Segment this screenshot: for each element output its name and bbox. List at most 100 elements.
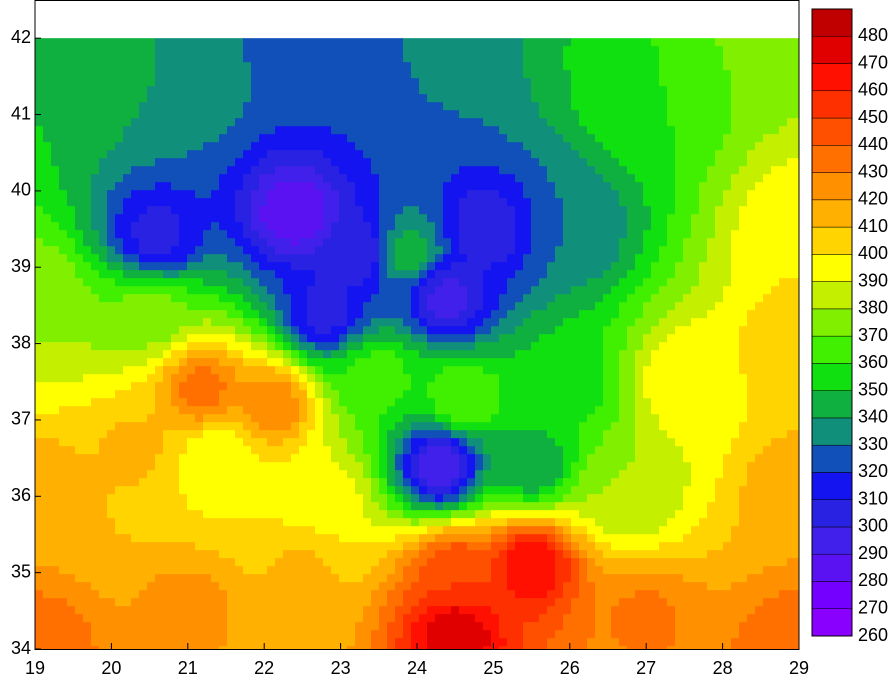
- field-cell: [59, 390, 68, 399]
- field-cell: [147, 238, 156, 247]
- field-cell: [83, 270, 92, 279]
- field-cell: [323, 366, 332, 375]
- field-cell: [307, 230, 316, 239]
- field-cell: [555, 78, 564, 87]
- field-cell: [507, 78, 516, 87]
- field-cell: [171, 422, 180, 431]
- field-cell: [195, 398, 204, 407]
- field-cell: [315, 414, 324, 423]
- field-cell: [291, 302, 300, 311]
- field-cell: [91, 206, 100, 215]
- field-cell: [267, 222, 276, 231]
- field-cell: [459, 286, 468, 295]
- field-cell: [75, 46, 84, 55]
- field-cell: [227, 86, 236, 95]
- field-cell: [35, 126, 44, 135]
- field-cell: [491, 222, 500, 231]
- field-cell: [603, 126, 612, 135]
- field-cell: [491, 390, 500, 399]
- field-cell: [755, 254, 764, 263]
- field-cell: [275, 302, 284, 311]
- field-cell: [555, 206, 564, 215]
- field-cell: [235, 270, 244, 279]
- field-cell: [283, 46, 292, 55]
- field-cell: [115, 222, 124, 231]
- field-cell: [67, 342, 76, 351]
- field-cell: [459, 430, 468, 439]
- field-cell: [539, 294, 548, 303]
- field-cell: [539, 430, 548, 439]
- field-cell: [379, 302, 388, 311]
- field-cell: [147, 46, 156, 55]
- field-cell: [243, 286, 252, 295]
- field-cell: [75, 326, 84, 335]
- field-cell: [147, 326, 156, 335]
- field-cell: [267, 142, 276, 151]
- field-cell: [475, 174, 484, 183]
- field-cell: [475, 86, 484, 95]
- field-cell: [267, 398, 276, 407]
- field-cell: [787, 126, 796, 135]
- field-cell: [467, 142, 476, 151]
- field-cell: [195, 206, 204, 215]
- field-cell: [163, 286, 172, 295]
- field-cell: [91, 358, 100, 367]
- field-cell: [251, 158, 260, 167]
- field-cell: [459, 254, 468, 263]
- field-cell: [35, 294, 44, 303]
- field-cell: [627, 142, 636, 151]
- field-cell: [483, 286, 492, 295]
- field-cell: [291, 294, 300, 303]
- field-cell: [611, 174, 620, 183]
- field-cell: [251, 38, 260, 47]
- field-cell: [659, 62, 668, 71]
- field-cell: [67, 366, 76, 375]
- field-cell: [651, 286, 660, 295]
- field-cell: [363, 166, 372, 175]
- field-cell: [291, 350, 300, 359]
- field-cell: [171, 310, 180, 319]
- field-cell: [539, 310, 548, 319]
- field-cell: [59, 150, 68, 159]
- field-cell: [99, 398, 108, 407]
- field-cell: [219, 182, 228, 191]
- field-cell: [243, 62, 252, 71]
- field-cell: [99, 190, 108, 199]
- field-cell: [347, 182, 356, 191]
- field-cell: [667, 326, 676, 335]
- field-cell: [523, 366, 532, 375]
- field-cell: [571, 294, 580, 303]
- field-cell: [179, 294, 188, 303]
- field-cell: [339, 302, 348, 311]
- field-cell: [763, 326, 772, 335]
- field-cell: [723, 422, 732, 431]
- field-cell: [307, 398, 316, 407]
- field-cell: [187, 46, 196, 55]
- field-cell: [219, 326, 228, 335]
- field-cell: [315, 326, 324, 335]
- field-cell: [235, 406, 244, 415]
- field-cell: [491, 406, 500, 415]
- field-cell: [315, 254, 324, 263]
- field-cell: [259, 110, 268, 119]
- field-cell: [715, 94, 724, 103]
- field-cell: [363, 430, 372, 439]
- field-cell: [195, 134, 204, 143]
- field-cell: [635, 174, 644, 183]
- field-cell: [331, 414, 340, 423]
- field-cell: [531, 166, 540, 175]
- field-cell: [323, 142, 332, 151]
- field-cell: [307, 294, 316, 303]
- field-cell: [43, 198, 52, 207]
- field-cell: [315, 310, 324, 319]
- field-cell: [691, 254, 700, 263]
- field-cell: [579, 174, 588, 183]
- field-cell: [131, 46, 140, 55]
- field-cell: [275, 166, 284, 175]
- field-cell: [203, 62, 212, 71]
- field-cell: [107, 38, 116, 47]
- field-cell: [395, 62, 404, 71]
- field-cell: [267, 158, 276, 167]
- field-cell: [163, 230, 172, 239]
- field-cell: [251, 214, 260, 223]
